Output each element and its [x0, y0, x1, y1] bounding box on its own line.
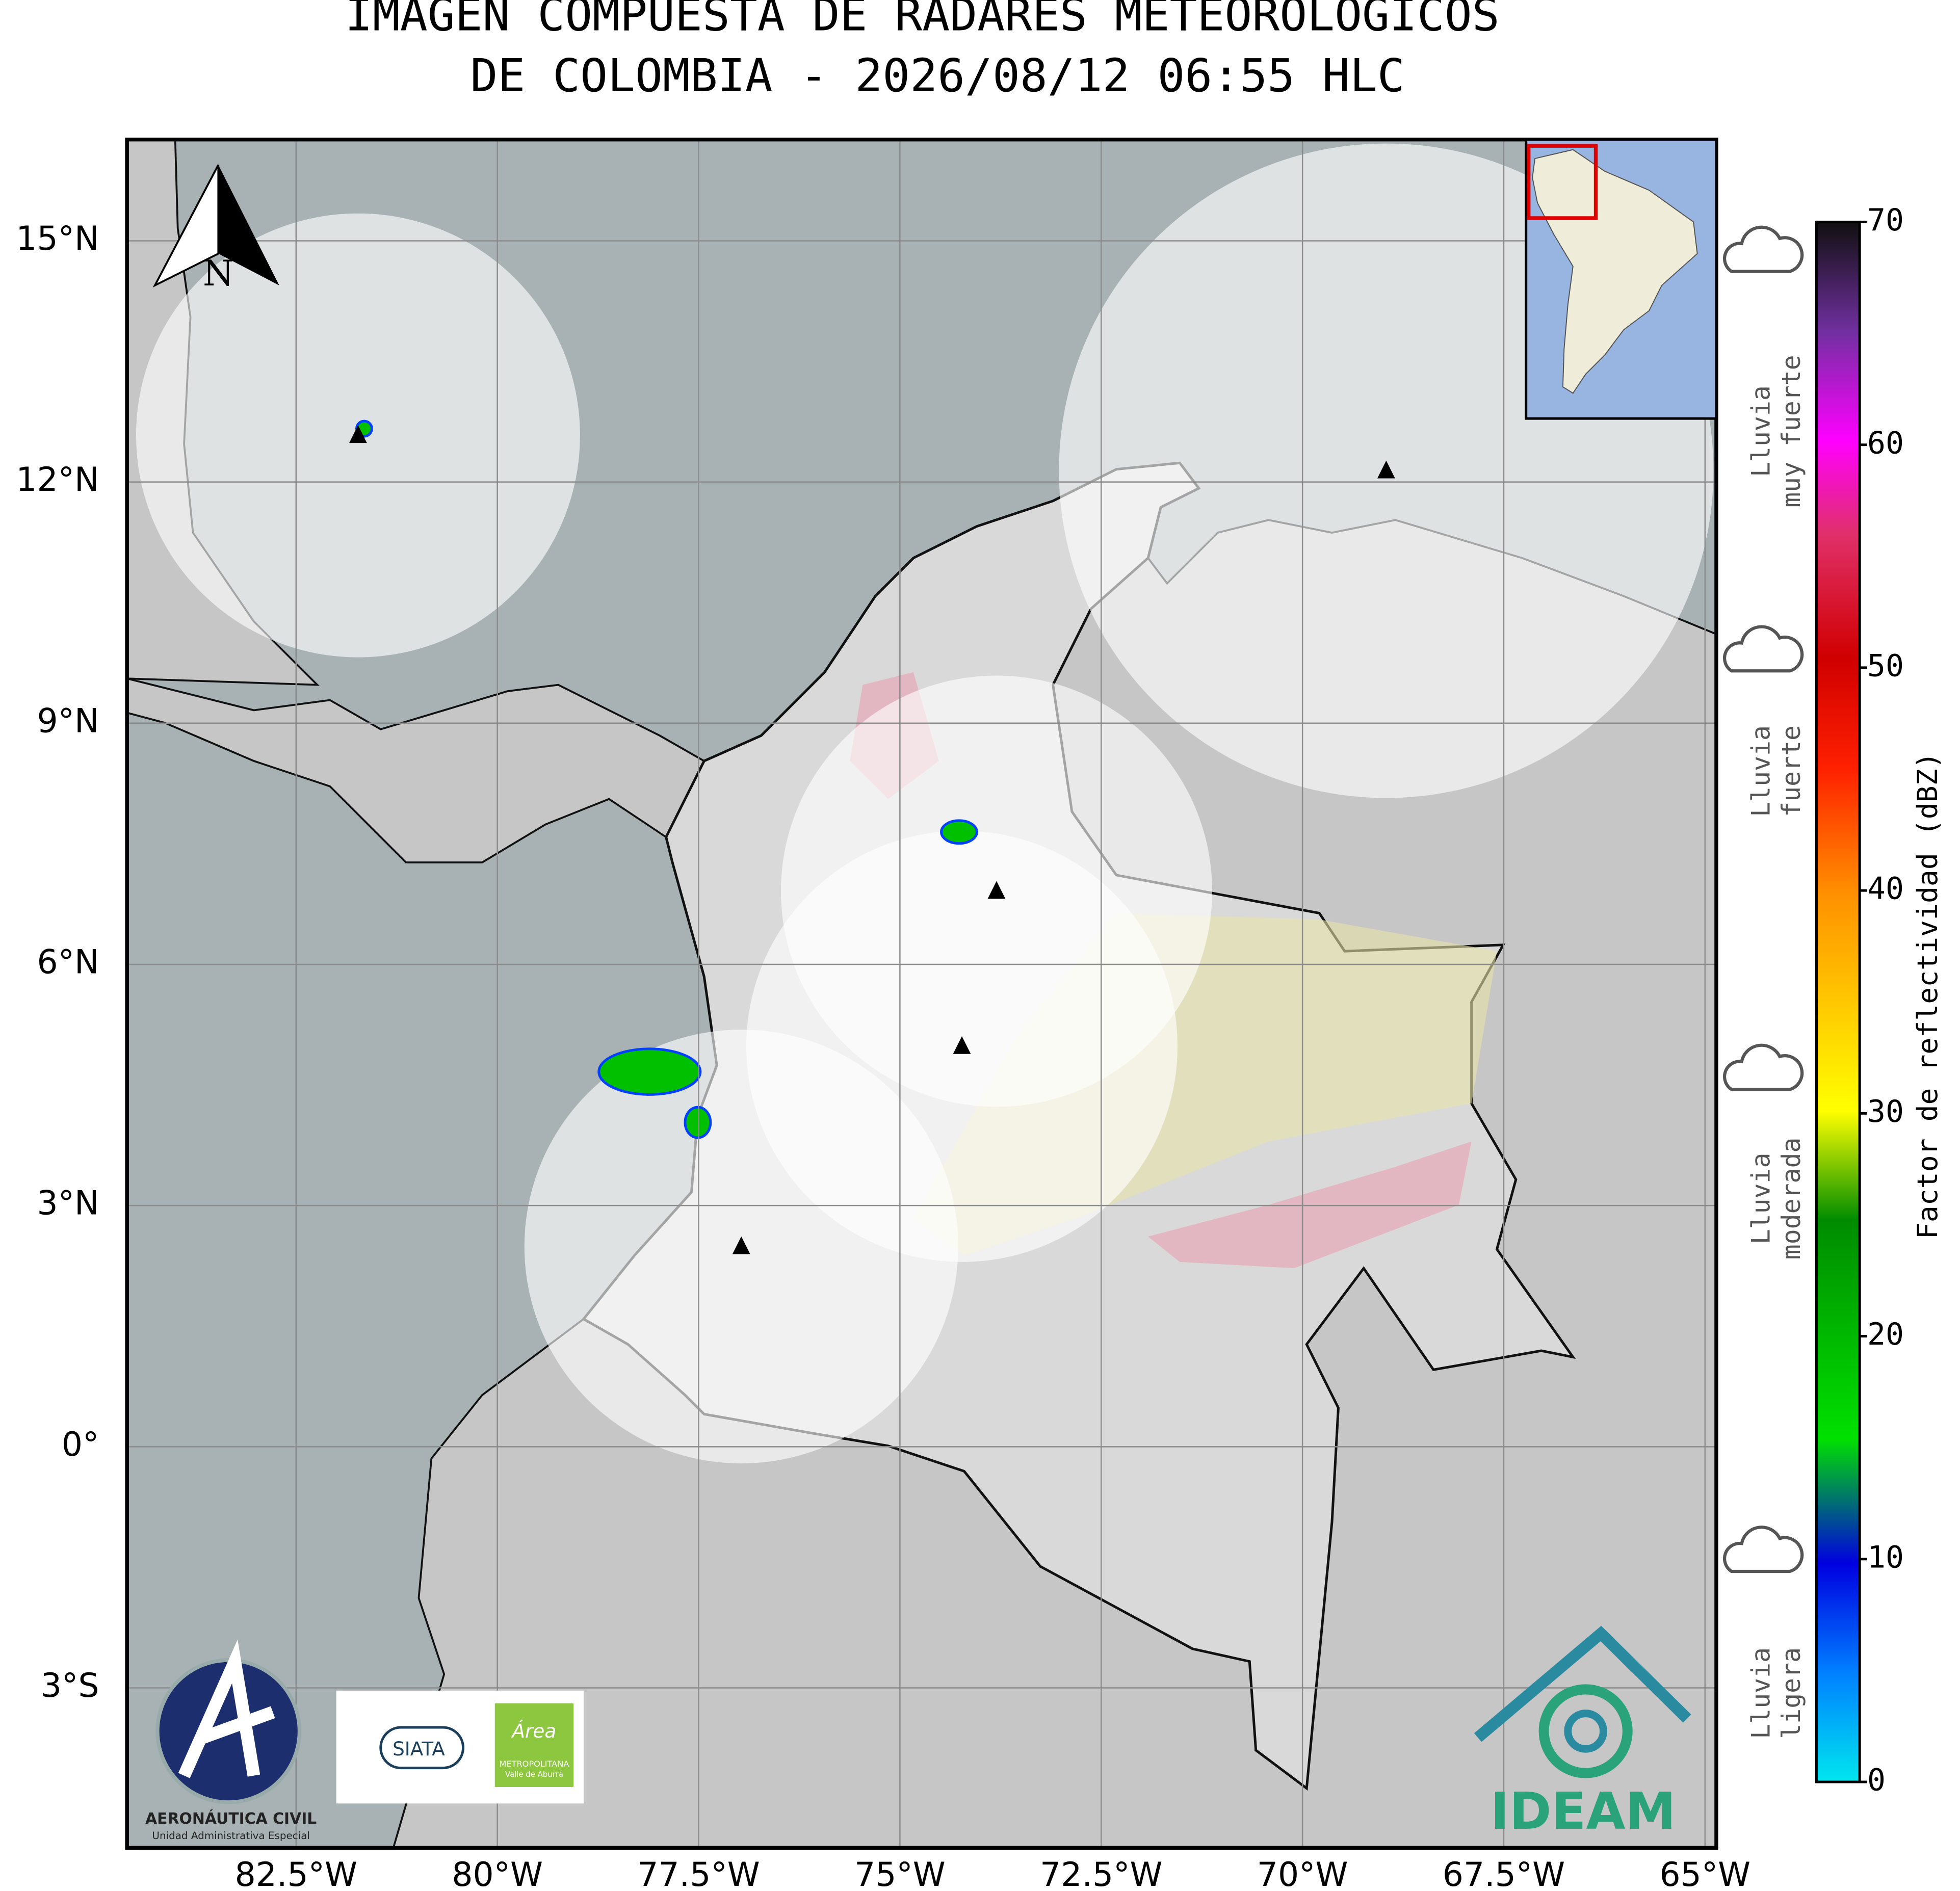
colorbar-tick-label: 60	[1867, 426, 1904, 461]
logo-text: IDEAM	[1491, 1782, 1676, 1841]
logo-text: Área	[511, 1720, 557, 1742]
colorbar	[1815, 220, 1861, 1783]
radar-site	[732, 1236, 750, 1254]
x-tick-label: 72.5°W	[1040, 1856, 1162, 1891]
y-tick-label: 12°N	[16, 461, 99, 499]
logo-roof	[1474, 1625, 1691, 1742]
logo-text: AERONÁUTICA CIVIL	[145, 1809, 317, 1828]
radar-site	[349, 425, 367, 443]
logo-text: METROPOLITANA	[499, 1759, 569, 1769]
x-tick-label: 67.5°W	[1443, 1856, 1565, 1891]
logo-text: SIATA	[393, 1738, 445, 1760]
north-label: N	[203, 253, 234, 294]
echo	[940, 819, 978, 845]
x-tick-label: 80°W	[452, 1856, 543, 1891]
rain-icon	[1723, 1043, 1804, 1091]
rain-icon	[1723, 225, 1804, 273]
rain-label: ligera	[1776, 1647, 1806, 1739]
rain-label: fuerte	[1776, 725, 1806, 817]
y-tick-label: 3°N	[37, 1185, 99, 1223]
echo	[597, 1047, 702, 1096]
colorbar-ticks	[1860, 220, 1868, 1783]
logo-mark	[178, 1639, 275, 1778]
logo-text: Unidad Administrativa Especial	[152, 1830, 309, 1842]
logo-swirl	[1564, 1710, 1607, 1753]
colorbar-tick-label: 10	[1867, 1540, 1904, 1575]
rain-label: Lluvia	[1746, 385, 1775, 477]
rain-label: Lluvia	[1746, 1153, 1775, 1245]
x-tick-label: 77.5°W	[637, 1856, 760, 1891]
y-tick-label: 15°N	[16, 220, 99, 258]
map-frame	[125, 137, 1718, 1850]
logo-siata-area: SIATA Área METROPOLITANA Valle de Aburrá	[336, 1690, 584, 1804]
x-tick-label: 82.5°W	[235, 1856, 357, 1891]
plains-shading	[1148, 1141, 1472, 1269]
colorbar-tick-label: 20	[1867, 1317, 1904, 1352]
y-tick-label: 3°S	[41, 1667, 99, 1705]
y-tick-label: 6°N	[37, 943, 99, 982]
graticule	[127, 139, 1716, 1848]
colorbar-tick-label: 50	[1867, 648, 1904, 684]
inset-extent	[1526, 144, 1598, 220]
radar-site	[953, 1036, 971, 1054]
logo-ideam: IDEAM	[1474, 1625, 1691, 1841]
colorbar-tick-label: 70	[1867, 203, 1904, 238]
logo-text: Valle de Aburrá	[505, 1770, 563, 1779]
inset-land	[1532, 149, 1698, 394]
rain-label: Lluvia	[1746, 725, 1775, 817]
echo	[684, 1106, 712, 1139]
radar-sites	[349, 425, 1395, 1254]
rain-label: muy fuerte	[1776, 355, 1806, 508]
title-line: DE COLOMBIA - 2026/08/12 06:55 HLC	[470, 49, 1404, 102]
rain-label: moderada	[1776, 1138, 1806, 1260]
inset-map	[1525, 138, 1718, 420]
x-tick-label: 70°W	[1257, 1856, 1348, 1891]
map-area	[127, 139, 1716, 1848]
y-tick-label: 9°N	[37, 702, 99, 740]
rain-label: Lluvia	[1746, 1647, 1775, 1739]
y-tick-label: 0°	[62, 1426, 99, 1464]
radar-site	[987, 881, 1006, 899]
rain-icon	[1723, 1526, 1804, 1573]
x-tick-label: 75°W	[854, 1856, 946, 1891]
logo-aerocivil: AERONÁUTICA CIVIL Unidad Administrativa …	[145, 1639, 317, 1842]
echoes	[355, 419, 978, 1139]
logo-swirl	[1538, 1684, 1633, 1778]
colorbar-tick-label: 40	[1867, 872, 1904, 907]
x-tick-label: 65°W	[1660, 1856, 1751, 1891]
title-line: IMAGEN COMPUESTA DE RADARES METEOROLOGIC…	[345, 0, 1500, 42]
rain-icon	[1723, 625, 1804, 673]
colorbar-tick-label: 0	[1867, 1763, 1886, 1798]
radar-site	[1377, 460, 1395, 479]
logo-area-box	[494, 1703, 574, 1787]
colorbar-label: Factor de reflectividad (dBZ)	[1911, 752, 1944, 1239]
logo-cloud	[379, 1726, 465, 1770]
colorbar-tick-label: 30	[1867, 1094, 1904, 1130]
